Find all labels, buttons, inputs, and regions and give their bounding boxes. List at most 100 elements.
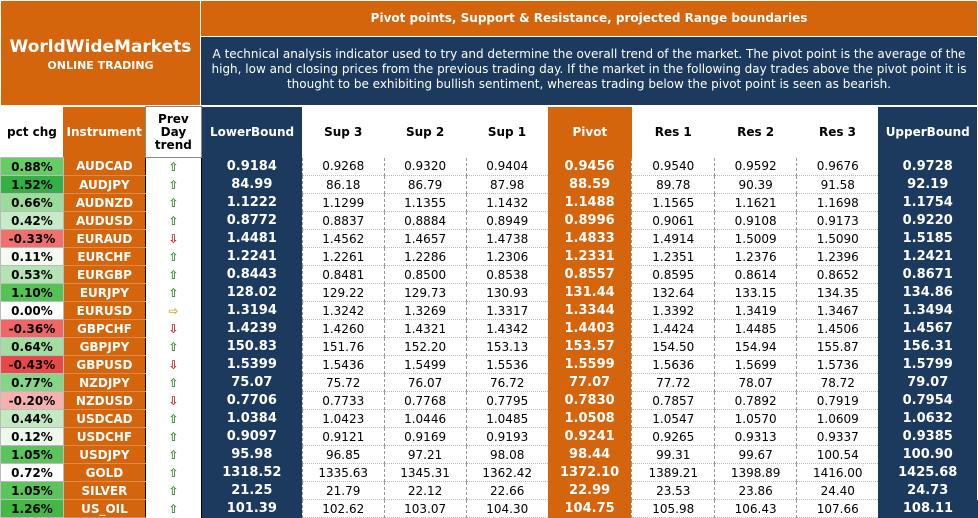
res1-cell: 1.0547: [631, 409, 715, 428]
res1-cell: 1.4424: [631, 319, 715, 338]
sup1-cell: 1.2306: [465, 247, 548, 266]
res2-cell: 0.9592: [714, 157, 797, 176]
res2-cell: 1.0570: [714, 409, 797, 428]
pivot-cell: 1.2331: [547, 247, 632, 266]
table-row: 1.10% EURJPY ⇧ 128.02 129.22 129.73 130.93 131.…: [0, 283, 978, 302]
sup3-cell: 0.8837: [301, 211, 385, 230]
res2-cell: 0.9313: [714, 427, 797, 446]
res2-cell: 99.67: [714, 445, 797, 464]
sup1-cell: 98.08: [465, 445, 548, 464]
sup1-cell: 0.7795: [465, 391, 548, 410]
trend-cell: ⇧: [144, 283, 202, 302]
trend-up-arrow-icon: ⇧: [168, 159, 179, 174]
instrument-cell: USDCHF: [63, 427, 146, 446]
lowerbound-cell: 101.39: [201, 499, 303, 518]
sup1-cell: 104.30: [465, 499, 548, 518]
res1-cell: 132.64: [631, 283, 715, 302]
res3-cell: 1.5736: [796, 355, 879, 374]
res3-cell: 1.2396: [796, 247, 879, 266]
col-header-trend: Prev Day trend: [144, 106, 202, 158]
sup2-cell: 1.4321: [383, 319, 467, 338]
col-header-res3: Res 3: [796, 106, 879, 158]
sup1-cell: 0.8949: [465, 211, 548, 230]
pct-change-cell: 0.12%: [0, 427, 64, 446]
lowerbound-cell: 21.25: [201, 481, 303, 500]
lowerbound-cell: 1318.52: [201, 463, 303, 482]
trend-up-arrow-icon: ⇧: [168, 375, 179, 390]
pct-change-cell: 1.05%: [0, 481, 64, 500]
upperbound-cell: 0.9220: [878, 211, 978, 230]
pct-change-cell: 0.00%: [0, 301, 64, 320]
col-header-lowerbound: LowerBound: [201, 106, 303, 158]
sup3-cell: 0.8481: [301, 265, 385, 284]
sup1-cell: 0.8538: [465, 265, 548, 284]
trend-cell: ⇧: [144, 499, 202, 518]
res3-cell: 1.4506: [796, 319, 879, 338]
instrument-cell: GBPUSD: [63, 355, 146, 374]
sup2-cell: 1345.31: [383, 463, 467, 482]
res3-cell: 0.8652: [796, 265, 879, 284]
trend-up-arrow-icon: ⇧: [168, 447, 179, 462]
pivot-cell: 1.3344: [547, 301, 632, 320]
sup1-cell: 1.4342: [465, 319, 548, 338]
res2-cell: 1.3419: [714, 301, 797, 320]
pct-change-cell: -0.20%: [0, 391, 64, 410]
res1-cell: 154.50: [631, 337, 715, 356]
res1-cell: 99.31: [631, 445, 715, 464]
upperbound-cell: 100.90: [878, 445, 978, 464]
instrument-cell: EURGBP: [63, 265, 146, 284]
res1-cell: 0.9061: [631, 211, 715, 230]
sup3-cell: 102.62: [301, 499, 385, 518]
trend-cell: ⇧: [144, 265, 202, 284]
res3-cell: 107.66: [796, 499, 879, 518]
upperbound-cell: 134.86: [878, 283, 978, 302]
pivot-cell: 77.07: [547, 373, 632, 392]
upperbound-cell: 0.9728: [878, 157, 978, 176]
res3-cell: 0.9173: [796, 211, 879, 230]
res3-cell: 24.40: [796, 481, 879, 500]
upperbound-cell: 1.1754: [878, 193, 978, 212]
pct-change-cell: 0.53%: [0, 265, 64, 284]
trend-cell: ⇧: [144, 211, 202, 230]
pivot-cell: 88.59: [547, 175, 632, 194]
trend-cell: ⇧: [144, 463, 202, 482]
pct-change-cell: -0.43%: [0, 355, 64, 374]
sup1-cell: 153.13: [465, 337, 548, 356]
sup1-cell: 1.0485: [465, 409, 548, 428]
res1-cell: 23.53: [631, 481, 715, 500]
res1-cell: 1.3392: [631, 301, 715, 320]
pivot-cell: 1372.10: [547, 463, 632, 482]
pivot-cell: 0.9456: [547, 157, 632, 176]
col-header-upperbound: UpperBound: [878, 106, 978, 158]
lowerbound-cell: 0.9097: [201, 427, 303, 446]
res3-cell: 100.54: [796, 445, 879, 464]
upperbound-cell: 1.3494: [878, 301, 978, 320]
sup1-cell: 22.66: [465, 481, 548, 500]
instrument-cell: EURCHF: [63, 247, 146, 266]
res2-cell: 1.2376: [714, 247, 797, 266]
table-row: 0.77% NZDJPY ⇧ 75.07 75.72 76.07 76.72 77.07 77.…: [0, 373, 978, 392]
upperbound-cell: 0.7954: [878, 391, 978, 410]
pivot-cell: 22.99: [547, 481, 632, 500]
col-header-sup1: Sup 1: [466, 106, 548, 158]
instrument-cell: GBPCHF: [63, 319, 146, 338]
table-row: -0.20% NZDUSD ⇩ 0.7706 0.7733 0.7768 0.7795 0.7…: [0, 391, 978, 410]
pct-change-cell: 0.66%: [0, 193, 64, 212]
trend-up-arrow-icon: ⇧: [168, 285, 179, 300]
instrument-cell: AUDNZD: [63, 193, 146, 212]
lowerbound-cell: 0.8772: [201, 211, 303, 230]
sup2-cell: 1.0446: [383, 409, 467, 428]
table-row: 0.12% USDCHF ⇧ 0.9097 0.9121 0.9169 0.9193 0.92…: [0, 427, 978, 446]
res1-cell: 1.4914: [631, 229, 715, 248]
table-row: 1.52% AUDJPY ⇧ 84.99 86.18 86.79 87.98 88.59 89.…: [0, 175, 978, 194]
pct-change-cell: 1.05%: [0, 445, 64, 464]
pivot-cell: 1.4403: [547, 319, 632, 338]
sup2-cell: 0.7768: [383, 391, 467, 410]
trend-up-arrow-icon: ⇧: [168, 249, 179, 264]
res2-cell: 23.86: [714, 481, 797, 500]
sup3-cell: 1.4260: [301, 319, 385, 338]
logo: WorldWideMarkets ONLINE TRADING: [1, 1, 200, 105]
upperbound-cell: 0.9385: [878, 427, 978, 446]
sup3-cell: 96.85: [301, 445, 385, 464]
res2-cell: 133.15: [714, 283, 797, 302]
